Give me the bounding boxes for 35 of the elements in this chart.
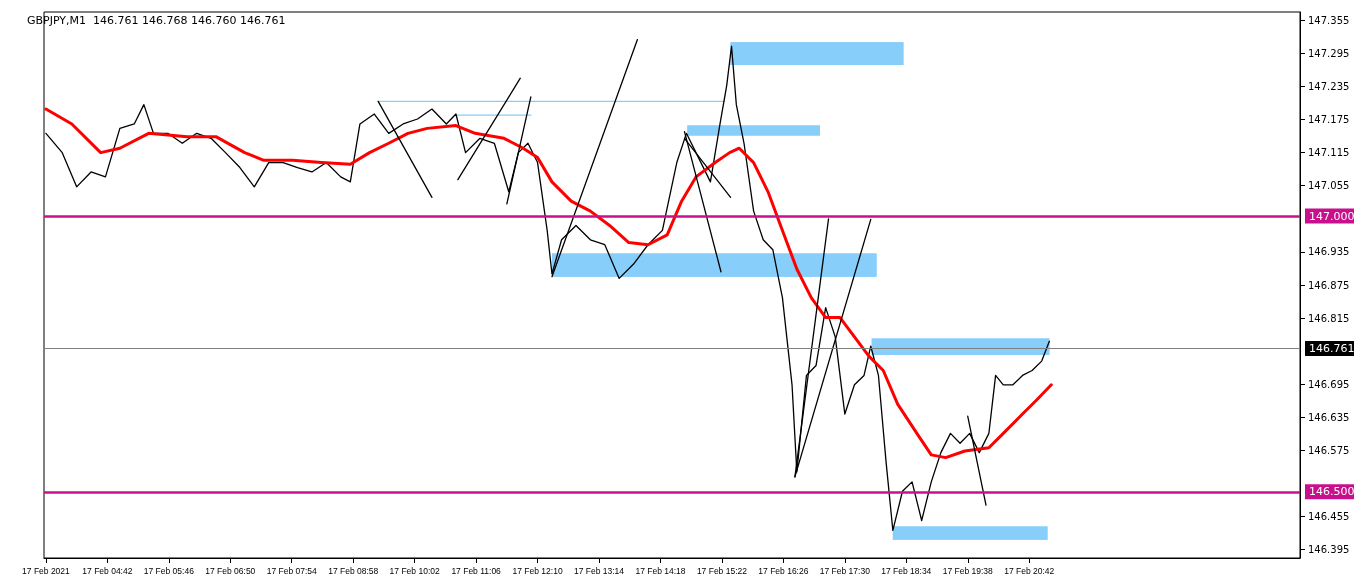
x-tick-label: 17 Feb 04:42 (82, 565, 133, 576)
x-tick-label: 17 Feb 05:46 (143, 565, 195, 576)
x-tick-label: 17 Feb 17:30 (819, 565, 871, 576)
y-tick-label: 146.935 (1308, 246, 1350, 258)
x-tick-label: 17 Feb 18:34 (881, 565, 932, 576)
y-tick-label: 146.695 (1308, 378, 1350, 390)
x-tick-label: 17 Feb 07:54 (266, 565, 318, 576)
ref-line-label: 146.500 (1309, 485, 1355, 499)
ref-line-label: 147.000 (1309, 209, 1355, 223)
x-tick-label: 17 Feb 13:14 (573, 565, 625, 576)
y-tick-label: 146.875 (1308, 279, 1350, 291)
y-tick-label: 147.295 (1308, 47, 1350, 59)
x-tick-label: 17 Feb 12:10 (512, 565, 563, 576)
y-tick-label: 146.575 (1308, 444, 1350, 456)
x-tick-label: 17 Feb 20:42 (1004, 565, 1055, 576)
y-tick-label: 147.055 (1308, 180, 1350, 192)
x-tick-label: 17 Feb 10:02 (389, 565, 440, 576)
y-tick-label: 146.815 (1308, 312, 1350, 324)
x-tick-label: 17 Feb 08:58 (328, 565, 379, 576)
y-tick-label: 147.235 (1308, 80, 1350, 92)
y-tick-label: 146.635 (1308, 411, 1350, 423)
x-tick-label: 17 Feb 15:22 (696, 565, 748, 576)
y-tick-label: 147.115 (1308, 147, 1350, 159)
x-tick-label: 17 Feb 11:06 (451, 565, 502, 576)
x-tick-label: 17 Feb 14:18 (635, 565, 686, 576)
x-tick-label: 17 Feb 19:38 (942, 565, 994, 576)
chart-title: GBPJPY,M1 146.761 146.768 146.760 146.761 (27, 14, 286, 27)
y-tick-label: 147.175 (1308, 114, 1350, 126)
y-tick-label: 146.395 (1308, 544, 1350, 556)
ref-line-label: 146.761 (1309, 341, 1355, 355)
x-tick-label: 17 Feb 06:50 (205, 565, 256, 576)
x-tick-label: 17 Feb 2021 (22, 565, 71, 576)
y-tick-label: 146.455 (1308, 511, 1350, 523)
x-tick-label: 17 Feb 16:26 (758, 565, 809, 576)
y-tick-label: 147.355 (1308, 14, 1350, 26)
